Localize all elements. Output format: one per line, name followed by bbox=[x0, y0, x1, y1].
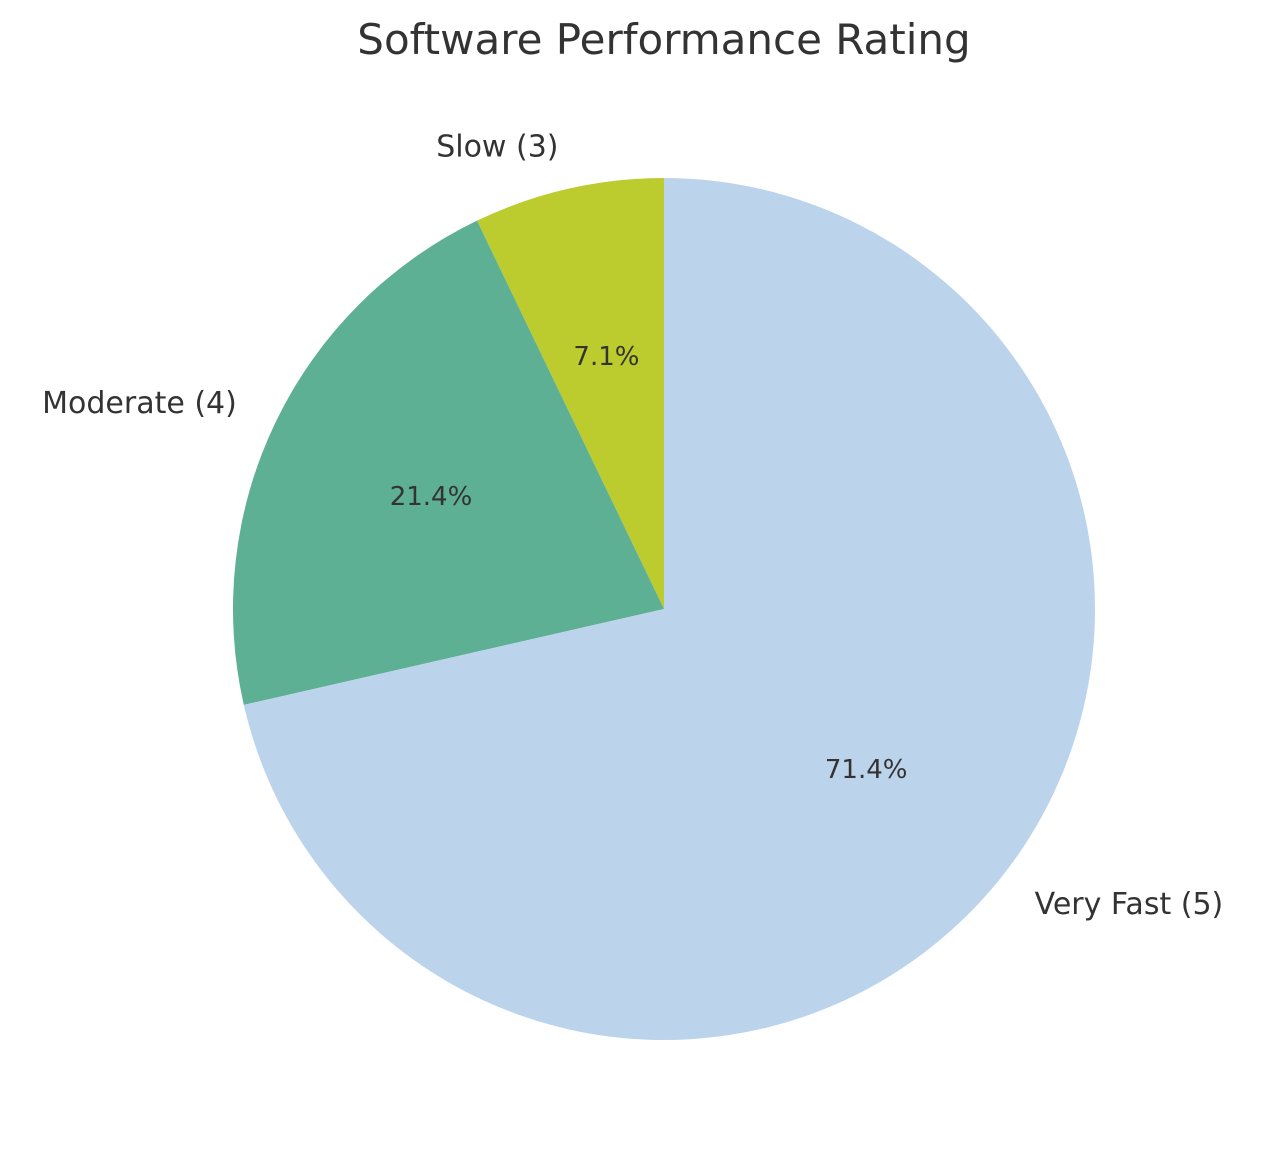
slice-label: Very Fast (5) bbox=[1035, 887, 1224, 922]
labels-layer: Slow (3) 7.1% Moderate (4) 21.4% Very Fast (… bbox=[42, 129, 1223, 922]
slice-label: Slow (3) bbox=[436, 129, 558, 164]
slice-percent-label: 21.4% bbox=[390, 482, 473, 512]
pie-slice bbox=[243, 178, 1095, 1041]
pie-slice bbox=[233, 220, 664, 705]
slice-percent-label: 71.4% bbox=[825, 755, 908, 785]
pie-slice bbox=[476, 178, 664, 609]
slice-percent-label: 7.1% bbox=[573, 342, 639, 372]
slices-layer bbox=[233, 178, 1095, 1041]
slice-label: Moderate (4) bbox=[42, 386, 237, 421]
chart-title: Software Performance Rating bbox=[357, 15, 970, 64]
